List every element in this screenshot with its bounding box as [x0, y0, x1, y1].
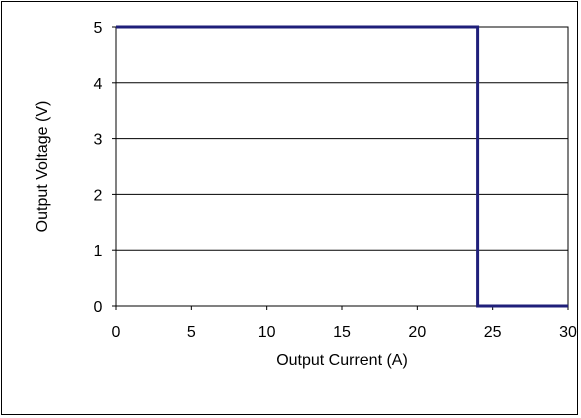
y-tick-label: 1	[94, 243, 103, 260]
x-axis-title: Output Current (A)	[276, 352, 408, 369]
y-axis-ticks: 0 1 2 3 4 5	[94, 20, 116, 316]
gridlines	[116, 26, 568, 251]
x-tick-label: 30	[559, 324, 577, 341]
x-tick-label: 25	[484, 324, 502, 341]
plot-area	[115, 26, 569, 307]
x-axis-ticks: 0 5 10 15 20 25 30	[112, 306, 577, 341]
series-layer	[116, 25, 568, 308]
y-tick-label: 0	[94, 299, 103, 316]
x-tick-label: 20	[408, 324, 426, 341]
y-tick-label: 3	[94, 132, 103, 149]
y-tick-label: 2	[94, 187, 103, 204]
y-tick-label: 4	[94, 76, 103, 93]
y-tick-label: 5	[94, 20, 103, 37]
x-tick-label: 15	[333, 324, 351, 341]
x-tick-label: 5	[187, 324, 196, 341]
x-tick-label: 10	[258, 324, 276, 341]
series-line-0	[116, 25, 568, 308]
x-tick-label: 0	[112, 324, 121, 341]
y-axis-title: Output Voltage (V)	[34, 101, 51, 233]
